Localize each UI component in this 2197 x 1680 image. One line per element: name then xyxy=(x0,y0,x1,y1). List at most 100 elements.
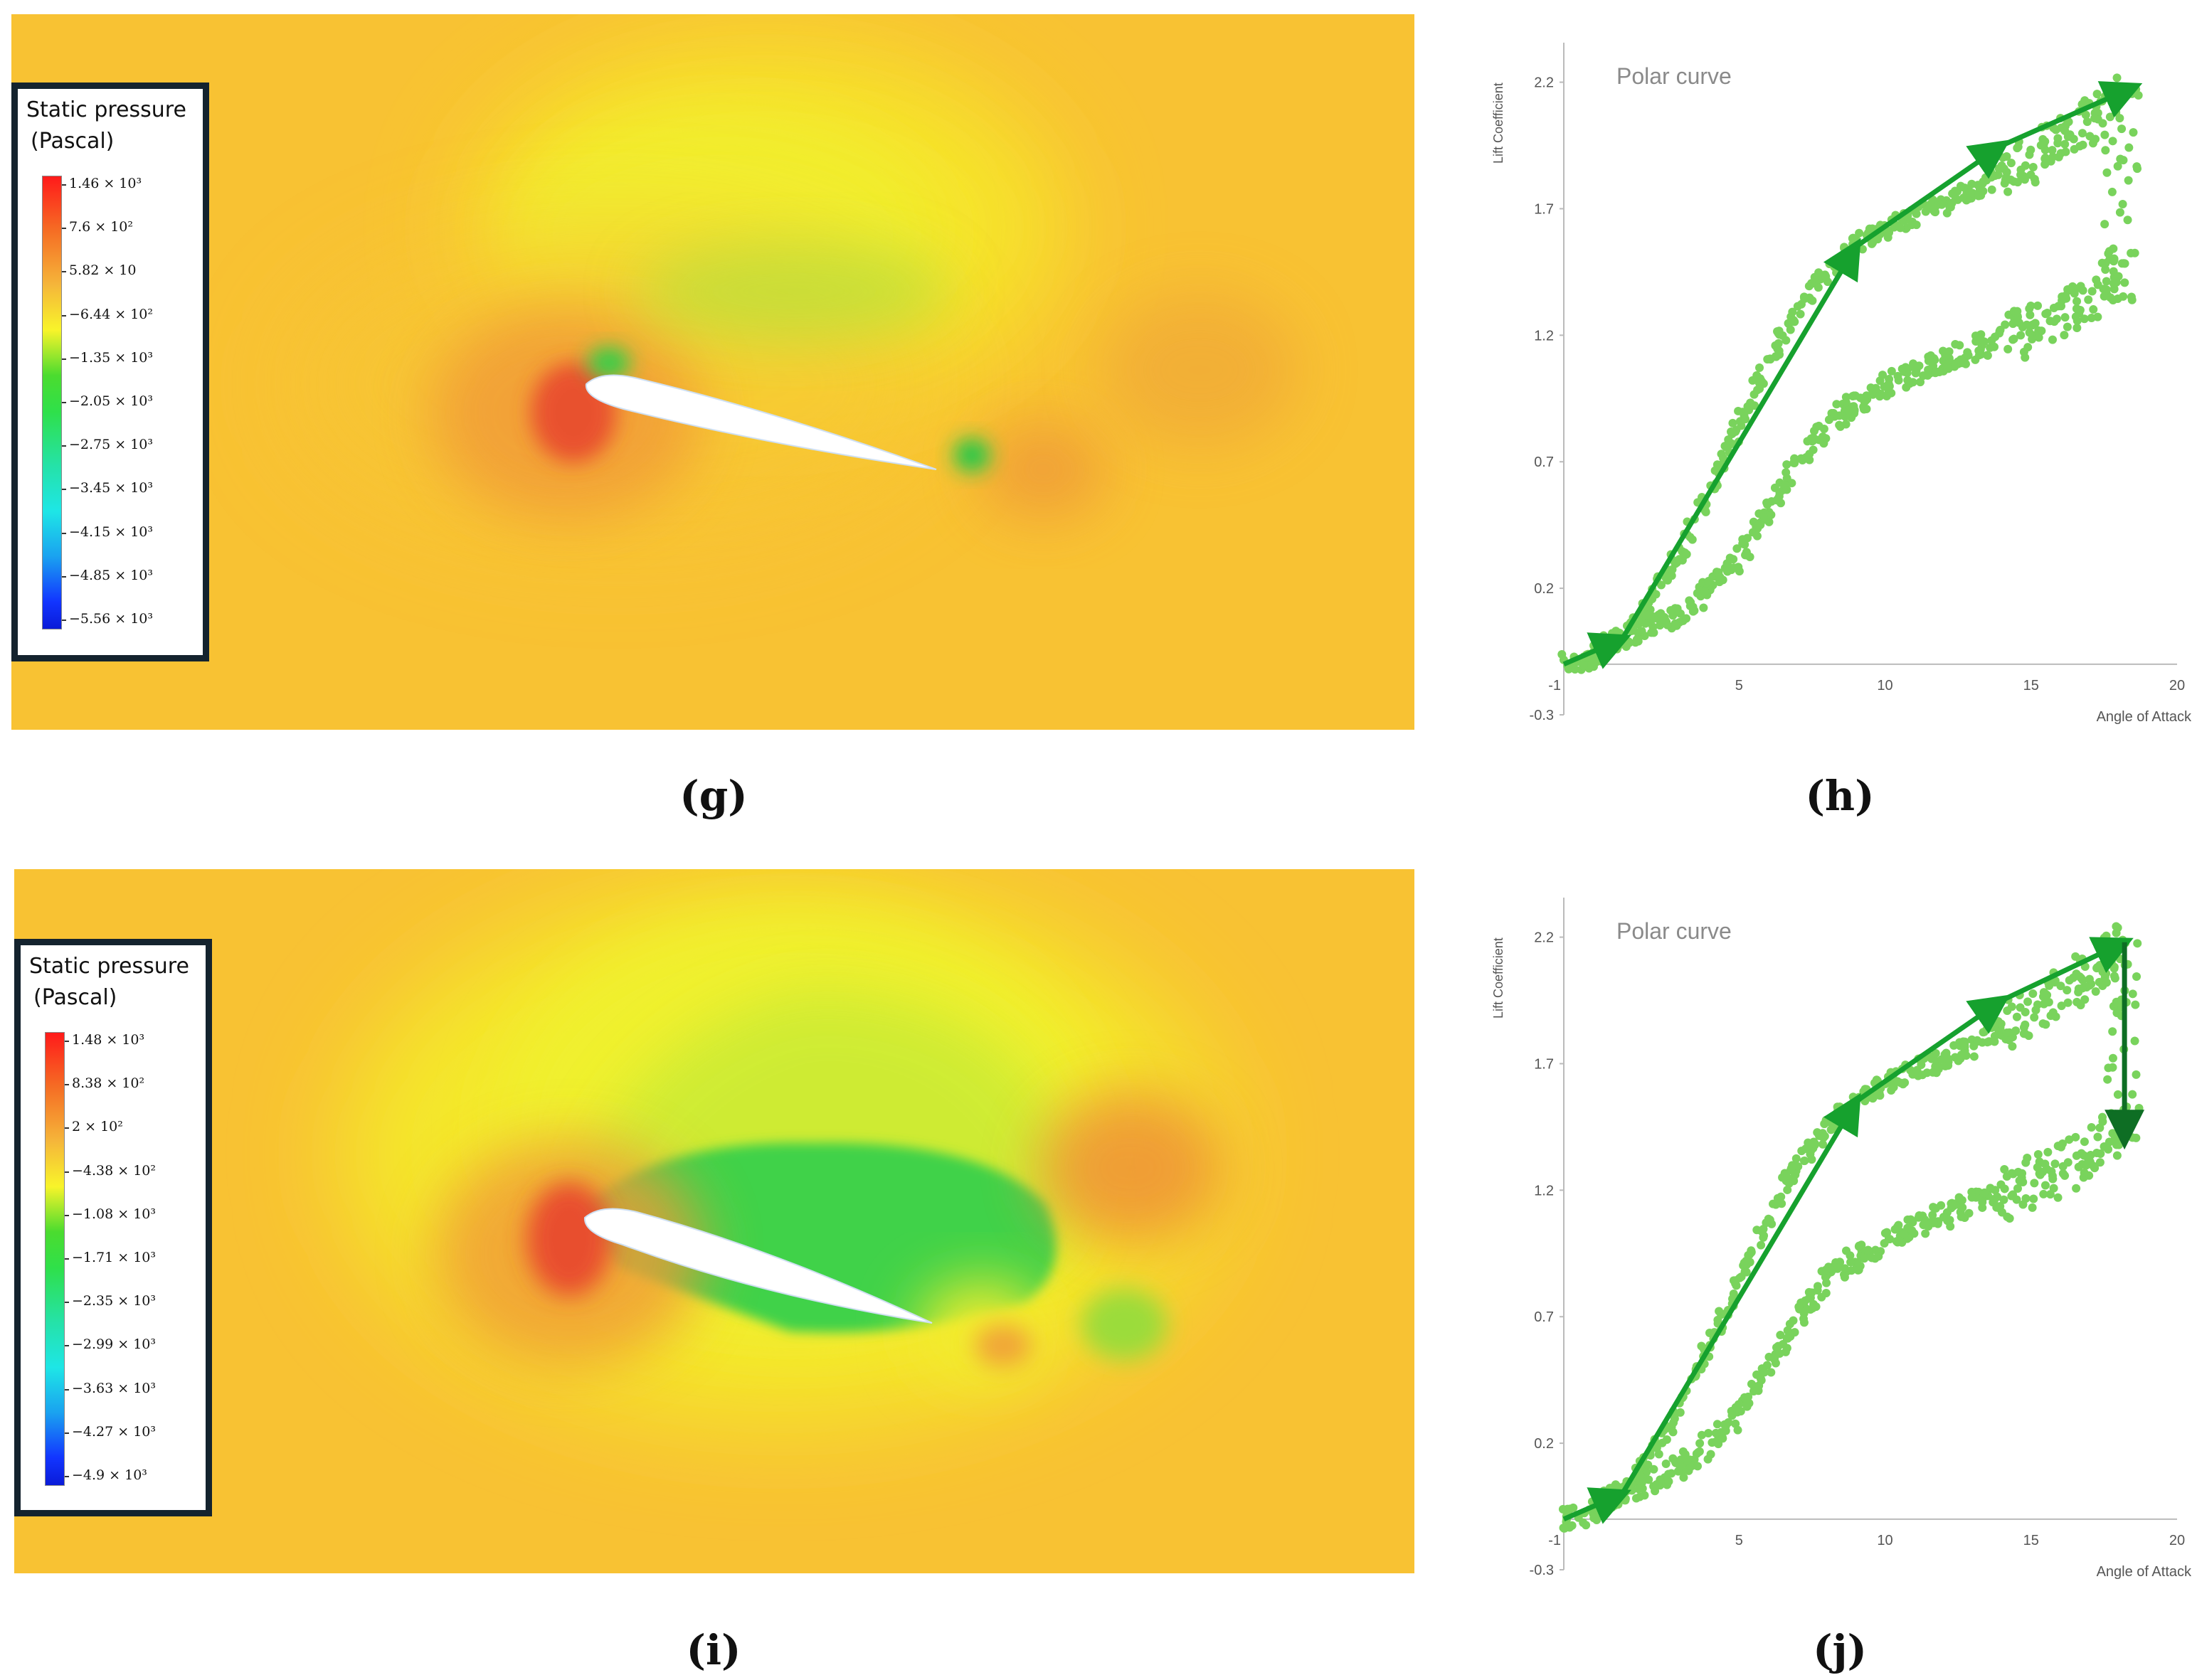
legend-tick-mark xyxy=(65,1476,69,1477)
scatter-point xyxy=(2064,117,2073,127)
scatter-point xyxy=(2103,1075,2112,1084)
scatter-point xyxy=(2111,1110,2120,1119)
legend-title-line2: (Pascal) xyxy=(31,129,115,154)
scatter-point xyxy=(1990,1037,1999,1046)
scatter-point xyxy=(1983,351,1992,360)
scatter-point xyxy=(1738,539,1747,548)
scatter-point xyxy=(1643,1460,1653,1469)
scatter-point xyxy=(2030,1013,2039,1022)
scatter-point xyxy=(1718,1434,1727,1443)
scatter-point xyxy=(2080,1168,2089,1177)
scatter-point xyxy=(1937,1201,1946,1210)
scatter-point xyxy=(1607,629,1616,638)
scatter-point xyxy=(1700,506,1710,516)
legend-tick-label: −4.38 × 10² xyxy=(72,1162,157,1179)
legend-tick-mark xyxy=(62,184,66,186)
scatter-point xyxy=(2127,292,2136,302)
scatter-point xyxy=(2085,974,2094,984)
scatter-point xyxy=(2123,216,2132,225)
scatter-point xyxy=(2028,989,2038,999)
y-axis-label: Lift Coefficient xyxy=(1491,937,1505,1019)
polar-chart-j: 2.2 1.7 1.2 0.7 0.2 -0.3 -1 5 10 15 20 Polar curve A… xyxy=(1473,869,2197,1595)
y-tick-label: 1.2 xyxy=(1534,328,1554,344)
x-tick-label: 20 xyxy=(2169,1533,2185,1548)
scatter-point xyxy=(2100,933,2109,942)
scatter-point xyxy=(1775,1349,1784,1358)
scatter-point xyxy=(2021,1020,2030,1029)
scatter-point xyxy=(1668,1428,1678,1437)
scatter-point xyxy=(2124,176,2133,185)
scatter-point xyxy=(1579,1518,1588,1527)
scatter-point xyxy=(1783,1185,1792,1194)
scatter-point xyxy=(2028,1203,2037,1212)
scatter-point xyxy=(1704,577,1713,586)
scatter-point xyxy=(1782,1334,1791,1343)
scatter-point xyxy=(2072,1184,2081,1193)
scatter-point xyxy=(1931,1048,1940,1058)
scatter-point xyxy=(1949,1201,1959,1211)
scatter-point xyxy=(1759,1368,1769,1377)
scatter-point xyxy=(2029,1194,2038,1203)
scatter-point xyxy=(1799,1314,1809,1324)
legend-colorbar xyxy=(45,1032,65,1486)
scatter-point xyxy=(2033,301,2043,310)
scatter-point xyxy=(1951,340,1960,349)
scatter-point xyxy=(1868,1253,1877,1262)
scatter-point xyxy=(2119,259,2129,268)
y-tick-label: 0.2 xyxy=(1534,581,1554,597)
scatter-point xyxy=(1767,497,1777,506)
polar-chart-j-svg: 2.2 1.7 1.2 0.7 0.2 -0.3 -1 5 10 15 20 Polar curve A… xyxy=(1491,898,2192,1580)
scatter-point xyxy=(2057,1001,2066,1011)
scatter-point xyxy=(1789,1316,1798,1325)
scatter-point xyxy=(2021,1158,2031,1167)
scatter-point xyxy=(1787,479,1796,488)
scatter-point xyxy=(2013,178,2022,187)
scatter-point xyxy=(2045,981,2054,990)
scatter-point xyxy=(1810,272,1819,282)
scatter-point xyxy=(1704,1428,1713,1437)
scatter-point xyxy=(1773,327,1782,336)
scatter-point xyxy=(1999,1195,2008,1204)
scatter-point xyxy=(2008,1169,2018,1179)
legend-tick-label: −2.35 × 10³ xyxy=(72,1293,157,1309)
scatter-point xyxy=(1599,1486,1609,1495)
pressure-field-g xyxy=(11,14,1414,730)
scatter-point xyxy=(2065,131,2075,140)
scatter-point xyxy=(2030,1179,2039,1188)
scatter-point xyxy=(1982,174,1991,183)
scatter-point xyxy=(1987,185,1996,194)
y-tick-label: 0.2 xyxy=(1534,1436,1554,1452)
scatter-point xyxy=(2053,1142,2063,1151)
legend-tick-label: 8.38 × 10² xyxy=(72,1075,145,1092)
scatter-point xyxy=(1664,1469,1673,1479)
scatter-point xyxy=(1890,223,1899,232)
scatter-point xyxy=(2131,1000,2140,1009)
scatter-point xyxy=(1744,1392,1753,1401)
scatter-point xyxy=(1949,1041,1959,1050)
legend-colorbar xyxy=(42,176,62,629)
legend-tick-label: 7.6 × 10² xyxy=(69,219,134,235)
scatter-point xyxy=(2026,301,2035,310)
scatter-point xyxy=(2091,987,2100,996)
scatter-point xyxy=(1996,1180,2006,1189)
scatter-point xyxy=(1959,1039,1969,1048)
scatter-point xyxy=(1670,1414,1679,1423)
scatter-point xyxy=(1750,401,1759,410)
scatter-point xyxy=(1814,435,1823,445)
scatter-point xyxy=(1821,272,1831,281)
scatter-point xyxy=(2074,987,2083,996)
scatter-point xyxy=(1722,559,1732,568)
scatter-point xyxy=(2100,130,2109,139)
scatter-point xyxy=(2074,1162,2083,1171)
scatter-point xyxy=(2000,1164,2009,1174)
scatter-point xyxy=(2060,331,2069,340)
scatter-point xyxy=(2112,1151,2122,1160)
scatter-point xyxy=(1740,1258,1749,1267)
y-tick-label: 1.7 xyxy=(1534,201,1554,217)
scatter-point xyxy=(2096,1149,2105,1159)
scatter-point xyxy=(2038,1019,2048,1028)
scatter-point xyxy=(2060,313,2070,322)
scatter-point xyxy=(1847,1266,1856,1275)
x-tick-label: 5 xyxy=(1735,678,1743,693)
scatter-point xyxy=(1987,336,1996,345)
